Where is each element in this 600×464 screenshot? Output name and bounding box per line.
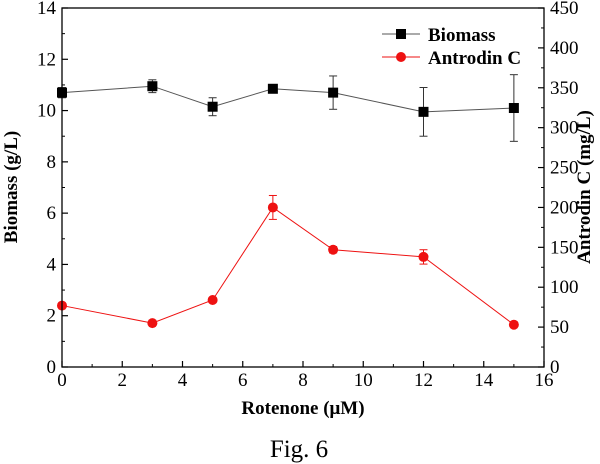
antrodin-c-line bbox=[61, 206, 515, 326]
y-left-tick-label: 14 bbox=[37, 0, 57, 19]
y-left-tick-label: 8 bbox=[47, 152, 57, 173]
y-right-tick-label: 0 bbox=[550, 357, 560, 378]
y-left-tick-label: 4 bbox=[47, 254, 57, 275]
y-left-tick-label: 12 bbox=[37, 49, 56, 70]
y-left-tick-label: 0 bbox=[47, 357, 57, 378]
y-right-tick-label: 300 bbox=[550, 118, 579, 139]
plot-frame bbox=[61, 7, 545, 368]
series-layer bbox=[57, 74, 519, 330]
x-tick-label: 14 bbox=[474, 370, 494, 391]
antrodin-c-point bbox=[267, 202, 278, 213]
series-biomass bbox=[57, 74, 519, 142]
y-axis-right-title: Antrodin C (mg/L) bbox=[574, 110, 595, 264]
biomass-point bbox=[267, 83, 278, 94]
y-right-tick-label: 400 bbox=[550, 38, 579, 59]
x-tick-label: 8 bbox=[298, 370, 308, 391]
y-right-tick-label: 150 bbox=[550, 237, 579, 258]
legend-label-antrodin: Antrodin C bbox=[428, 48, 521, 69]
antrodin-c-point bbox=[147, 318, 158, 329]
x-axis-title: Rotenone (μM) bbox=[241, 398, 364, 419]
y-left-tick-label: 10 bbox=[37, 101, 56, 122]
x-tick-label: 16 bbox=[535, 370, 554, 391]
y-right-tick-label: 100 bbox=[550, 277, 579, 298]
y-right-tick-label: 250 bbox=[550, 158, 579, 179]
x-tick-label: 2 bbox=[118, 370, 128, 391]
legend: Biomass Antrodin C bbox=[382, 25, 521, 69]
legend-marker-antrodin bbox=[396, 52, 406, 62]
antrodin-c-point bbox=[328, 244, 339, 255]
figure-caption: Fig. 6 bbox=[270, 436, 328, 463]
biomass-point bbox=[328, 87, 339, 98]
series-antrodin-c bbox=[57, 194, 519, 330]
biomass-point bbox=[207, 101, 218, 112]
x-tick-label: 6 bbox=[238, 370, 248, 391]
x-tick-label: 0 bbox=[57, 370, 67, 391]
antrodin-c-point bbox=[207, 294, 218, 305]
tick-labels: 0 2 4 6 8 10 12 14 16024681012140501001502002503… bbox=[37, 0, 579, 391]
y-right-tick-label: 450 bbox=[550, 0, 579, 19]
biomass-point bbox=[508, 103, 519, 114]
biomass-line bbox=[61, 85, 514, 113]
x-tick-label: 12 bbox=[414, 370, 433, 391]
x-tick-label: 10 bbox=[354, 370, 373, 391]
legend-label-biomass: Biomass bbox=[428, 25, 496, 46]
y-axis-left-title: Biomass (g/L) bbox=[1, 131, 22, 243]
antrodin-c-point bbox=[508, 319, 519, 330]
y-right-tick-label: 350 bbox=[550, 78, 579, 99]
y-right-tick-label: 200 bbox=[550, 197, 579, 218]
antrodin-c-point bbox=[418, 251, 429, 262]
biomass-point bbox=[418, 106, 429, 117]
y-left-tick-label: 2 bbox=[47, 306, 57, 327]
y-left-tick-label: 6 bbox=[47, 203, 57, 224]
biomass-point bbox=[147, 81, 158, 92]
legend-marker-biomass bbox=[396, 29, 406, 39]
x-tick-label: 4 bbox=[178, 370, 188, 391]
y-right-tick-label: 50 bbox=[550, 317, 569, 338]
